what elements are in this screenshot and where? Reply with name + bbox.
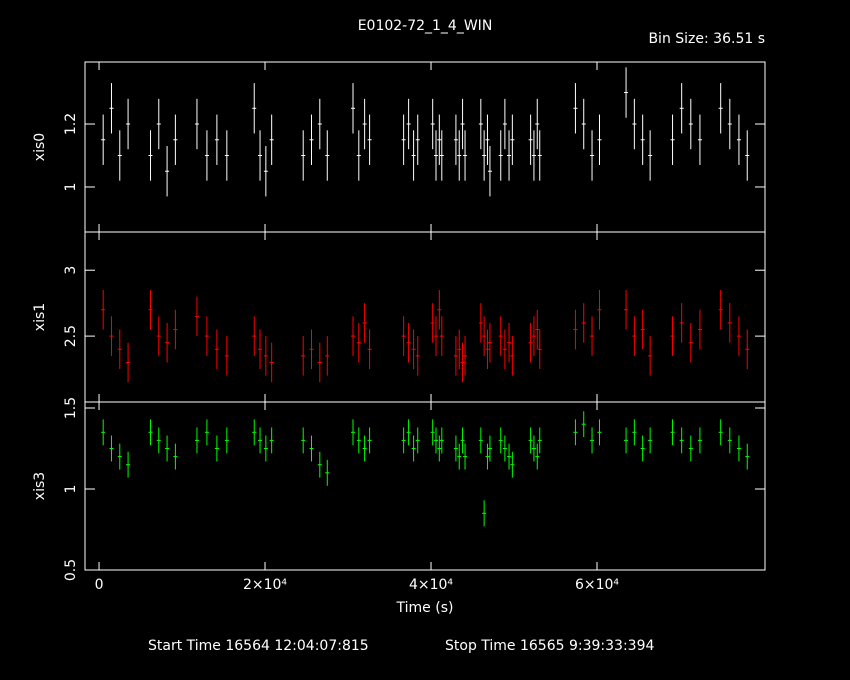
panel-frame bbox=[84, 231, 766, 403]
x-tick-label: 4×10⁴ bbox=[409, 577, 453, 593]
y-tick-label: 1.2 bbox=[63, 113, 79, 135]
x-tick-label: 0 bbox=[95, 577, 104, 593]
chart-title: E0102-72_1_4_WIN bbox=[358, 18, 493, 34]
y-tick-label: 0.5 bbox=[63, 559, 79, 581]
panel-frame bbox=[84, 61, 766, 233]
x-tick-label: 2×10⁴ bbox=[243, 577, 287, 593]
start-time: Start Time 16564 12:04:07:815 bbox=[148, 638, 369, 654]
y-tick-label: 1 bbox=[63, 485, 79, 494]
panel-frame bbox=[84, 401, 766, 571]
x-tick-label: 6×10⁴ bbox=[575, 577, 619, 593]
y-axis-label: xis3 bbox=[32, 472, 48, 500]
y-axis-label: xis1 bbox=[32, 303, 48, 331]
stop-time: Stop Time 16565 9:39:33:394 bbox=[445, 638, 654, 654]
y-tick-label: 2.5 bbox=[63, 325, 79, 347]
y-tick-label: 1 bbox=[63, 183, 79, 192]
bin-size: Bin Size: 36.51 s bbox=[648, 31, 765, 47]
y-tick-label: 1.5 bbox=[63, 397, 79, 419]
x-axis-label: Time (s) bbox=[396, 600, 454, 616]
y-axis-label: xis0 bbox=[32, 133, 48, 161]
y-tick-label: 3 bbox=[63, 266, 79, 275]
